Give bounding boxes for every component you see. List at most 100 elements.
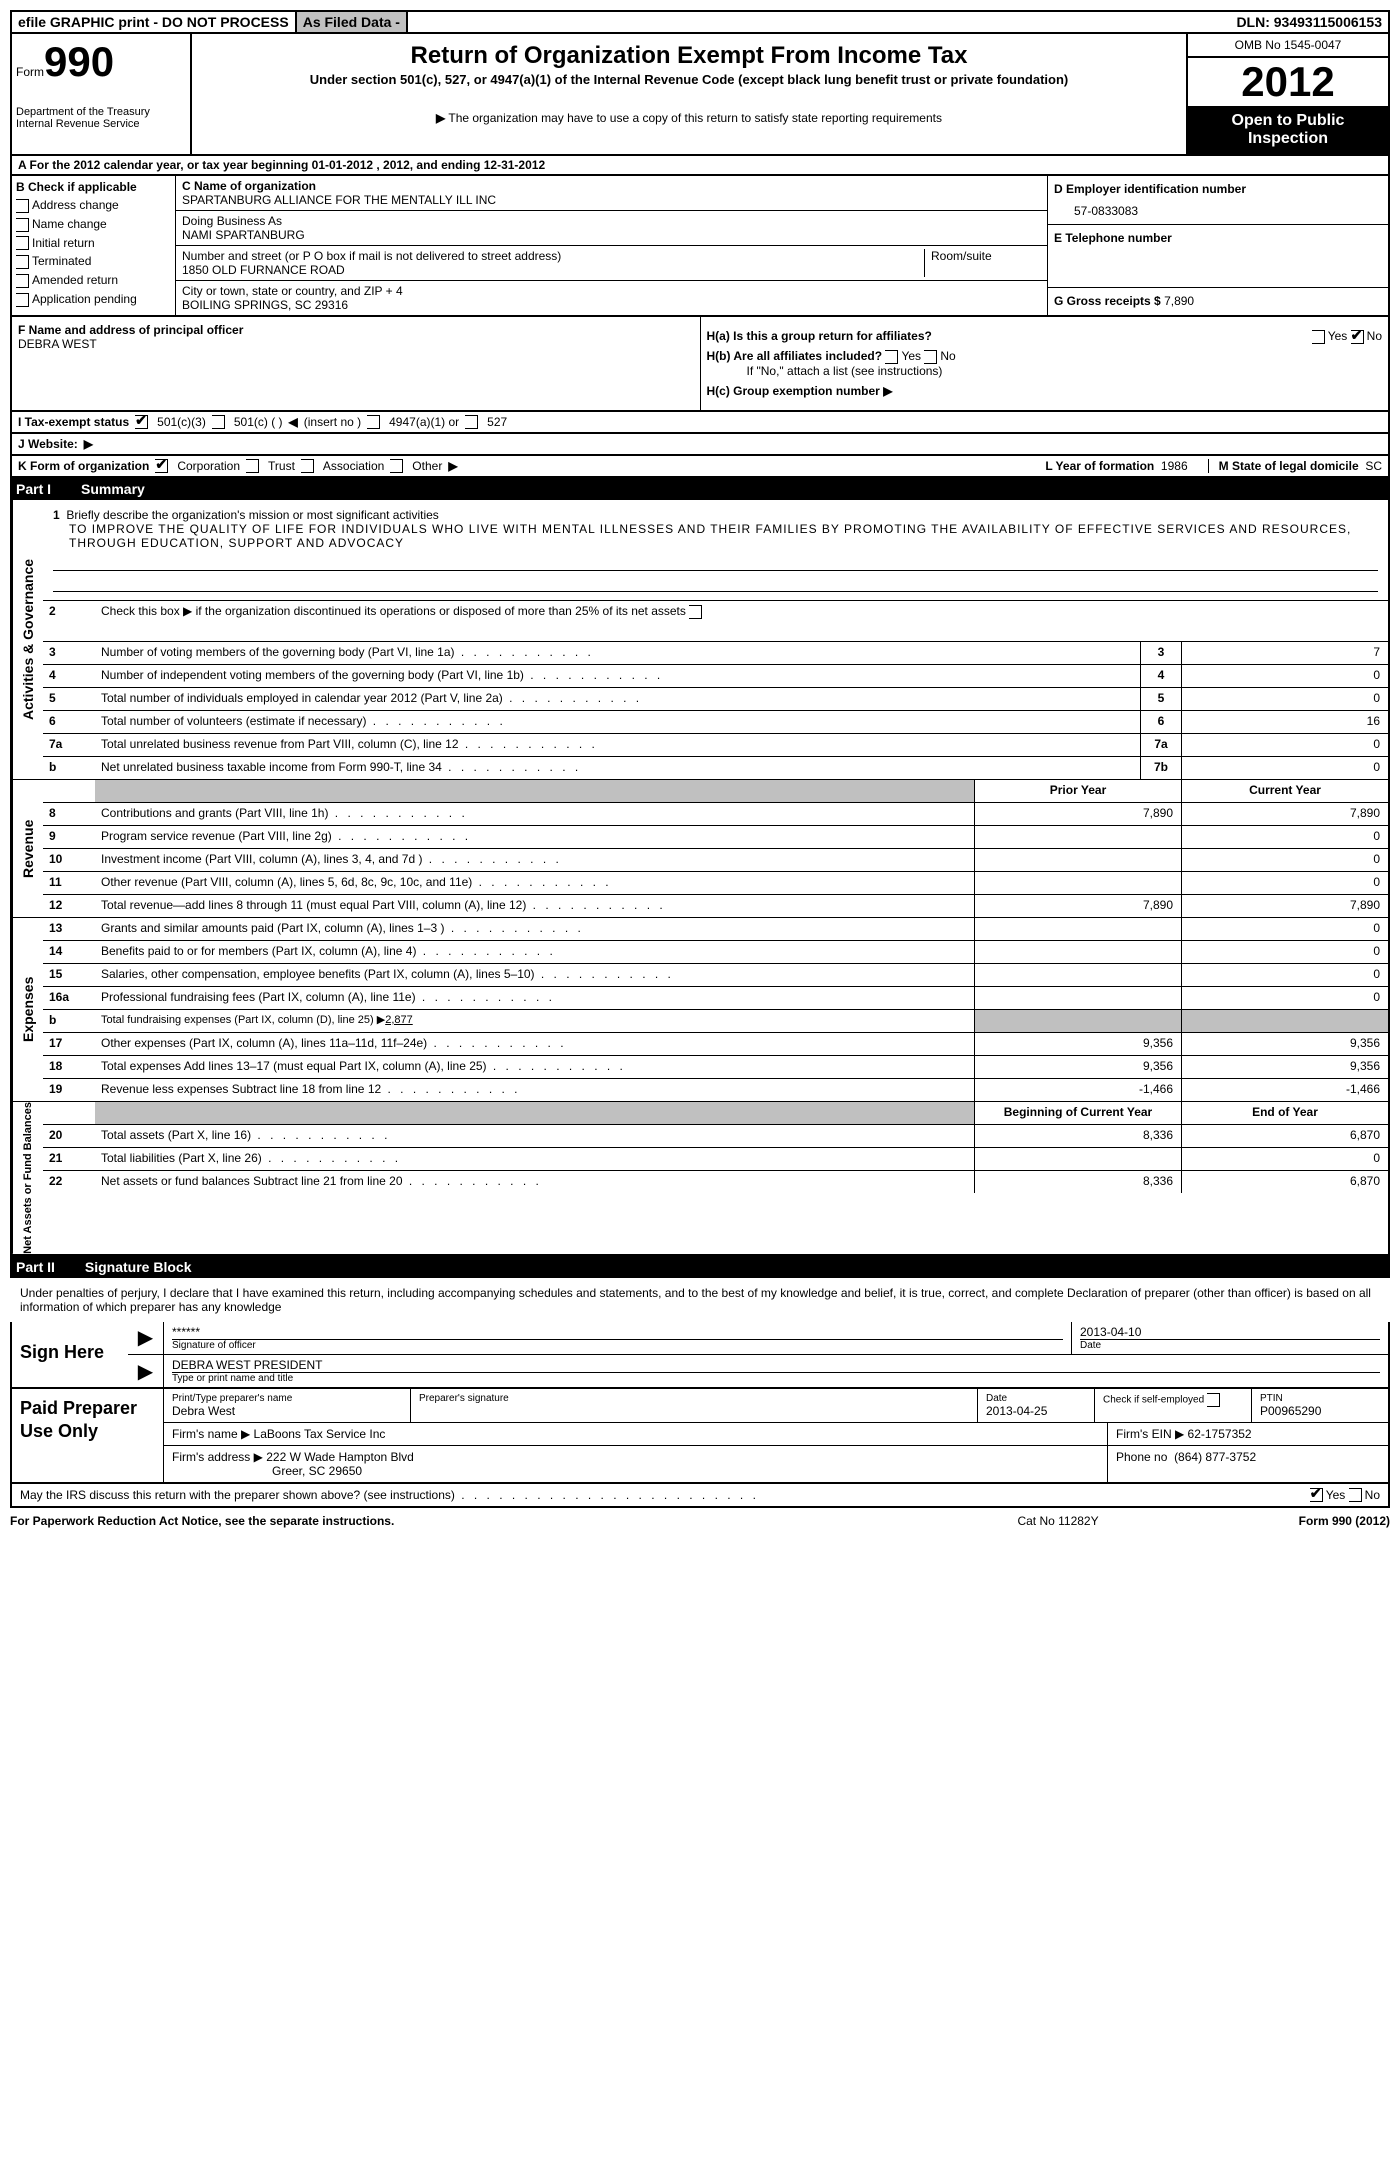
principal-officer: F Name and address of principal officer … [12, 317, 700, 410]
checkbox-discontinued[interactable] [689, 605, 702, 619]
street-address: 1850 OLD FURNANCE ROAD [182, 263, 918, 277]
omb: OMB No 1545-0047 [1188, 34, 1388, 58]
form-header: Form990 Department of the Treasury Inter… [10, 34, 1390, 156]
preparer-name: Debra West [172, 1404, 402, 1418]
firm-address1: 222 W Wade Hampton Blvd [266, 1450, 414, 1464]
summary-line: 12Total revenue—add lines 8 through 11 (… [43, 895, 1388, 917]
officer-name-title: DEBRA WEST PRESIDENT [172, 1358, 1380, 1373]
summary-line: 8Contributions and grants (Part VIII, li… [43, 803, 1388, 826]
summary-line: 4Number of independent voting members of… [43, 665, 1388, 688]
mission: 1 Briefly describe the organization's mi… [43, 500, 1388, 601]
col-d: D Employer identification number 57-0833… [1047, 176, 1388, 315]
checkbox-4947[interactable] [367, 415, 380, 429]
checkbox-terminated[interactable] [16, 255, 29, 269]
col-b: B Check if applicable Address change Nam… [12, 176, 176, 315]
form-subtitle: Under section 501(c), 527, or 4947(a)(1)… [198, 72, 1180, 87]
checkbox-trust[interactable] [246, 459, 259, 473]
summary-line: 20Total assets (Part X, line 16)8,3366,8… [43, 1125, 1388, 1148]
form-ref: Form 990 (2012) [1299, 1514, 1390, 1528]
perjury-statement: Under penalties of perjury, I declare th… [10, 1278, 1390, 1322]
cat-no: Cat No 11282Y [1017, 1514, 1098, 1528]
identity-section: B Check if applicable Address change Nam… [10, 176, 1390, 317]
summary-line: 11Other revenue (Part VIII, column (A), … [43, 872, 1388, 895]
tax-year: 2012 [1188, 58, 1388, 106]
firm-ein: 62-1757352 [1188, 1427, 1252, 1441]
arrow-icon: ▶ [128, 1355, 163, 1388]
checkbox-amended[interactable] [16, 274, 29, 288]
summary-line: 15Salaries, other compensation, employee… [43, 964, 1388, 987]
checkbox-address-change[interactable] [16, 199, 29, 213]
checkbox-discuss-yes[interactable] [1310, 1488, 1323, 1502]
dln: DLN: 93493115006153 [1230, 12, 1388, 32]
checkbox-association[interactable] [301, 459, 314, 473]
paid-preparer-section: Paid Preparer Use Only Print/Type prepar… [10, 1389, 1390, 1484]
checkbox-discuss-no[interactable] [1349, 1488, 1362, 1502]
preparer-date: 2013-04-25 [986, 1404, 1086, 1418]
summary-line: 22Net assets or fund balances Subtract l… [43, 1171, 1388, 1193]
open-public: Open to Public Inspection [1188, 106, 1388, 154]
checkbox-initial-return[interactable] [16, 236, 29, 250]
city-state-zip: BOILING SPRINGS, SC 29316 [182, 298, 1041, 312]
discuss-row: May the IRS discuss this return with the… [10, 1484, 1390, 1509]
form-notice: ▶ The organization may have to use a cop… [198, 111, 1180, 125]
part1-body: Activities & Governance 1 Briefly descri… [10, 500, 1390, 1256]
part2-header: Part IISignature Block [10, 1256, 1390, 1278]
treasury: Department of the Treasury Internal Reve… [16, 106, 186, 130]
ein: 57-0833083 [1054, 196, 1382, 218]
summary-line: 10Investment income (Part VIII, column (… [43, 849, 1388, 872]
arrow-icon: ▶ [128, 1322, 163, 1356]
firm-name: LaBoons Tax Service Inc [254, 1427, 386, 1441]
asfiled-text: As Filed Data - [295, 12, 408, 32]
prior-year-header: Prior Year [974, 780, 1181, 802]
paid-preparer-label: Paid Preparer Use Only [12, 1389, 163, 1482]
part1-header: Part ISummary [10, 478, 1390, 500]
checkbox-ha-no[interactable] [1351, 330, 1364, 344]
summary-line: bTotal fundraising expenses (Part IX, co… [43, 1010, 1388, 1033]
line-a: A For the 2012 calendar year, or tax yea… [10, 156, 1390, 176]
tax-exempt-row: I Tax-exempt status 501(c)(3) 501(c) ( )… [10, 412, 1390, 434]
room-suite-label: Room/suite [925, 249, 1041, 277]
checkbox-corporation[interactable] [155, 459, 168, 473]
summary-line: 17Other expenses (Part IX, column (A), l… [43, 1033, 1388, 1056]
officer-signature: ****** [172, 1325, 1063, 1340]
vert-revenue: Revenue [12, 780, 43, 917]
checkbox-name-change[interactable] [16, 218, 29, 232]
gross-receipts: 7,890 [1164, 294, 1194, 308]
dba: NAMI SPARTANBURG [182, 228, 1041, 242]
checkbox-ha-yes[interactable] [1312, 330, 1325, 344]
phone-label: E Telephone number [1054, 231, 1382, 245]
checkbox-hb-yes[interactable] [885, 350, 898, 364]
org-name: SPARTANBURG ALLIANCE FOR THE MENTALLY IL… [182, 193, 1041, 207]
checkbox-527[interactable] [465, 415, 478, 429]
summary-line: 14Benefits paid to or for members (Part … [43, 941, 1388, 964]
firm-address2: Greer, SC 29650 [172, 1464, 1099, 1478]
vert-expenses: Expenses [12, 918, 43, 1101]
summary-line: 3Number of voting members of the governi… [43, 642, 1388, 665]
summary-line: 21Total liabilities (Part X, line 26)0 [43, 1148, 1388, 1171]
summary-line: 13Grants and similar amounts paid (Part … [43, 918, 1388, 941]
summary-line: 7aTotal unrelated business revenue from … [43, 734, 1388, 757]
summary-line: 19Revenue less expenses Subtract line 18… [43, 1079, 1388, 1101]
website-row: J Website: ▶ [10, 434, 1390, 456]
firm-phone: (864) 877-3752 [1174, 1450, 1256, 1464]
checkbox-501c3[interactable] [135, 415, 148, 429]
form-number-box: Form990 Department of the Treasury Inter… [12, 34, 192, 154]
summary-line: bNet unrelated business taxable income f… [43, 757, 1388, 779]
summary-line: 9Program service revenue (Part VIII, lin… [43, 826, 1388, 849]
checkbox-other[interactable] [390, 459, 403, 473]
summary-line: 16aProfessional fundraising fees (Part I… [43, 987, 1388, 1010]
mission-text: TO IMPROVE THE QUALITY OF LIFE FOR INDIV… [53, 522, 1378, 550]
kform-row: K Form of organization Corporation Trust… [10, 456, 1390, 478]
year-box: OMB No 1545-0047 2012 Open to Public Ins… [1186, 34, 1388, 154]
title-box: Return of Organization Exempt From Incom… [192, 34, 1186, 154]
end-year-header: End of Year [1181, 1102, 1388, 1124]
footer: For Paperwork Reduction Act Notice, see … [10, 1508, 1390, 1534]
checkbox-self-employed[interactable] [1207, 1393, 1220, 1407]
checkbox-501c[interactable] [212, 415, 225, 429]
f-h-section: F Name and address of principal officer … [10, 317, 1390, 412]
sign-here-label: Sign Here [12, 1322, 128, 1387]
checkbox-application-pending[interactable] [16, 293, 29, 307]
col-c: C Name of organization SPARTANBURG ALLIA… [176, 176, 1047, 315]
summary-line: 18Total expenses Add lines 13–17 (must e… [43, 1056, 1388, 1079]
checkbox-hb-no[interactable] [924, 350, 937, 364]
